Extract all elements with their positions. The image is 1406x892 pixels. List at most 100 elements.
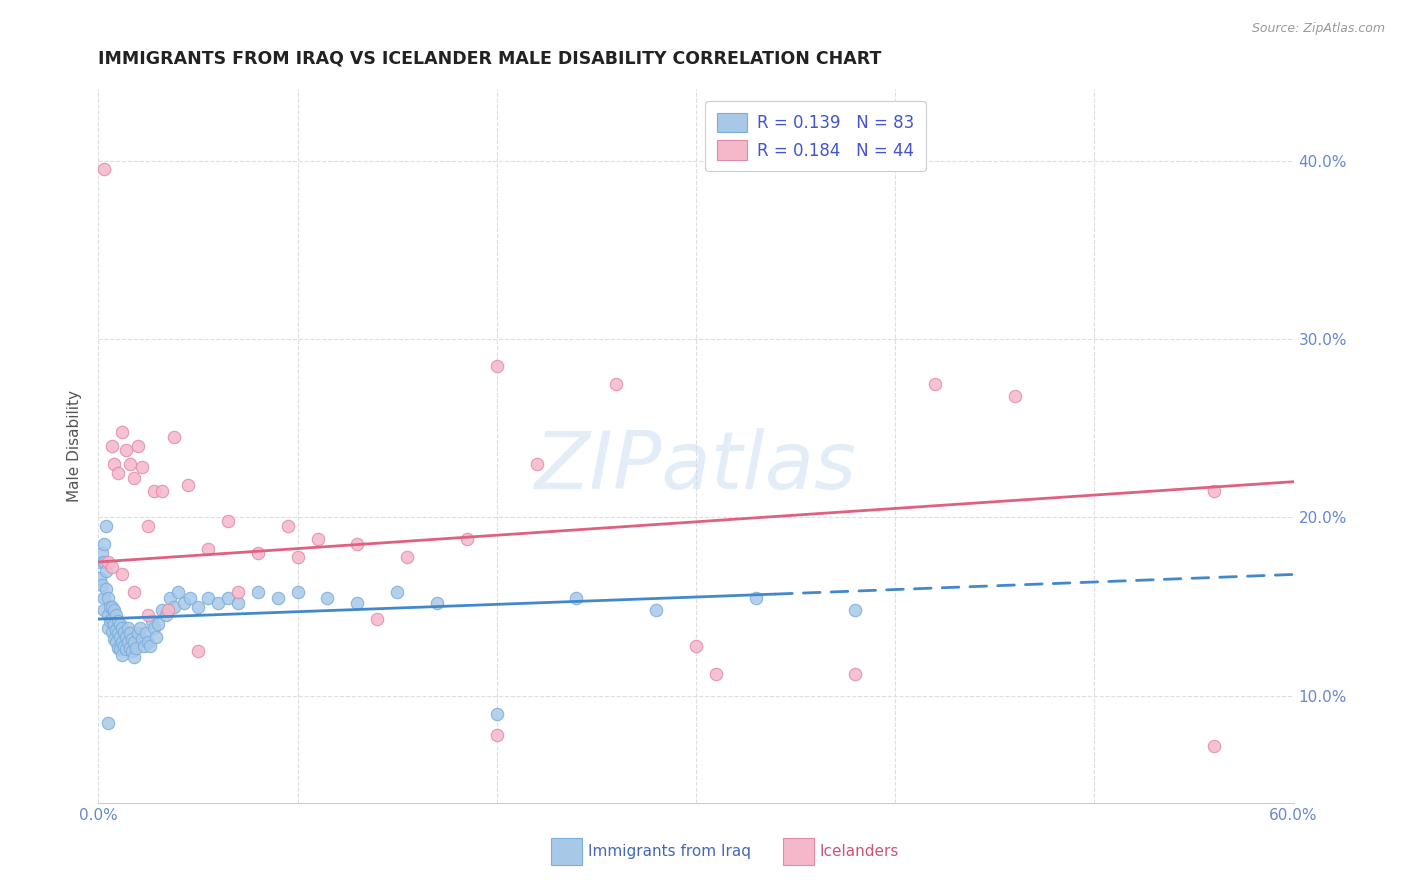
Point bbox=[226, 596, 249, 610]
Text: Icelanders: Icelanders bbox=[820, 845, 898, 859]
Point bbox=[287, 585, 309, 599]
Point bbox=[645, 603, 668, 617]
Point bbox=[93, 537, 115, 551]
Point bbox=[167, 585, 190, 599]
Point bbox=[93, 603, 115, 617]
Point bbox=[1202, 483, 1225, 498]
Point bbox=[103, 632, 125, 646]
Point bbox=[187, 644, 209, 658]
Point bbox=[124, 585, 146, 599]
Point bbox=[93, 162, 115, 177]
Point bbox=[139, 639, 162, 653]
Point bbox=[150, 603, 173, 617]
Point bbox=[111, 648, 134, 662]
Point bbox=[91, 578, 114, 592]
Point bbox=[157, 603, 180, 617]
Point bbox=[93, 555, 115, 569]
Point bbox=[115, 442, 138, 457]
Point bbox=[91, 546, 114, 560]
Point bbox=[316, 591, 339, 605]
Point bbox=[101, 612, 124, 626]
Point bbox=[385, 585, 409, 599]
Point bbox=[100, 614, 122, 628]
Point bbox=[107, 614, 129, 628]
Point bbox=[120, 457, 142, 471]
Point bbox=[103, 457, 125, 471]
Point bbox=[111, 635, 134, 649]
Point bbox=[111, 621, 134, 635]
Point bbox=[346, 596, 368, 610]
Point bbox=[217, 514, 239, 528]
Point bbox=[704, 667, 727, 681]
Point bbox=[112, 624, 135, 639]
Point bbox=[105, 635, 128, 649]
Point bbox=[115, 630, 138, 644]
Point bbox=[179, 591, 201, 605]
Text: IMMIGRANTS FROM IRAQ VS ICELANDER MALE DISABILITY CORRELATION CHART: IMMIGRANTS FROM IRAQ VS ICELANDER MALE D… bbox=[98, 49, 882, 67]
Point bbox=[89, 571, 111, 585]
Point bbox=[112, 639, 135, 653]
Point bbox=[103, 617, 125, 632]
Point bbox=[135, 626, 157, 640]
Point bbox=[96, 564, 118, 578]
Point bbox=[105, 608, 128, 623]
Point bbox=[117, 635, 139, 649]
Point bbox=[565, 591, 588, 605]
Point bbox=[396, 549, 419, 564]
Point bbox=[197, 591, 219, 605]
Point bbox=[97, 715, 120, 730]
Point bbox=[96, 519, 118, 533]
Point bbox=[127, 626, 149, 640]
Point bbox=[110, 630, 132, 644]
Point bbox=[155, 608, 177, 623]
Point bbox=[93, 591, 115, 605]
Point bbox=[103, 603, 125, 617]
Point bbox=[121, 644, 143, 658]
Point bbox=[141, 614, 163, 628]
Point bbox=[96, 582, 118, 596]
Point bbox=[844, 603, 866, 617]
Point bbox=[217, 591, 239, 605]
Point bbox=[267, 591, 290, 605]
Text: ZIPatlas: ZIPatlas bbox=[534, 428, 858, 507]
Point bbox=[150, 483, 173, 498]
Point bbox=[97, 608, 120, 623]
Point bbox=[101, 599, 124, 614]
Point bbox=[111, 567, 134, 582]
Point bbox=[287, 549, 309, 564]
Point bbox=[136, 608, 159, 623]
Point bbox=[207, 596, 229, 610]
Point bbox=[485, 359, 508, 373]
Point bbox=[110, 642, 132, 657]
Point bbox=[745, 591, 768, 605]
Point bbox=[107, 466, 129, 480]
Point bbox=[97, 621, 120, 635]
Point bbox=[143, 621, 166, 635]
Text: Source: ZipAtlas.com: Source: ZipAtlas.com bbox=[1251, 22, 1385, 36]
Point bbox=[148, 617, 170, 632]
Point bbox=[117, 621, 139, 635]
Point bbox=[127, 439, 149, 453]
Point bbox=[485, 706, 508, 721]
Point bbox=[101, 560, 124, 574]
Point bbox=[101, 624, 124, 639]
Point bbox=[105, 623, 128, 637]
Point bbox=[145, 630, 167, 644]
Point bbox=[124, 649, 146, 664]
Point bbox=[924, 376, 946, 391]
Point bbox=[177, 478, 200, 492]
Point bbox=[485, 728, 508, 742]
Point bbox=[526, 457, 548, 471]
Point bbox=[173, 596, 195, 610]
Text: Immigrants from Iraq: Immigrants from Iraq bbox=[588, 845, 751, 859]
Point bbox=[1202, 739, 1225, 753]
Point bbox=[129, 621, 152, 635]
Point bbox=[246, 585, 269, 599]
Point bbox=[121, 632, 143, 646]
Point bbox=[307, 532, 329, 546]
Point bbox=[187, 599, 209, 614]
Point bbox=[163, 599, 186, 614]
Point bbox=[107, 626, 129, 640]
Point bbox=[136, 519, 159, 533]
Point bbox=[143, 483, 166, 498]
